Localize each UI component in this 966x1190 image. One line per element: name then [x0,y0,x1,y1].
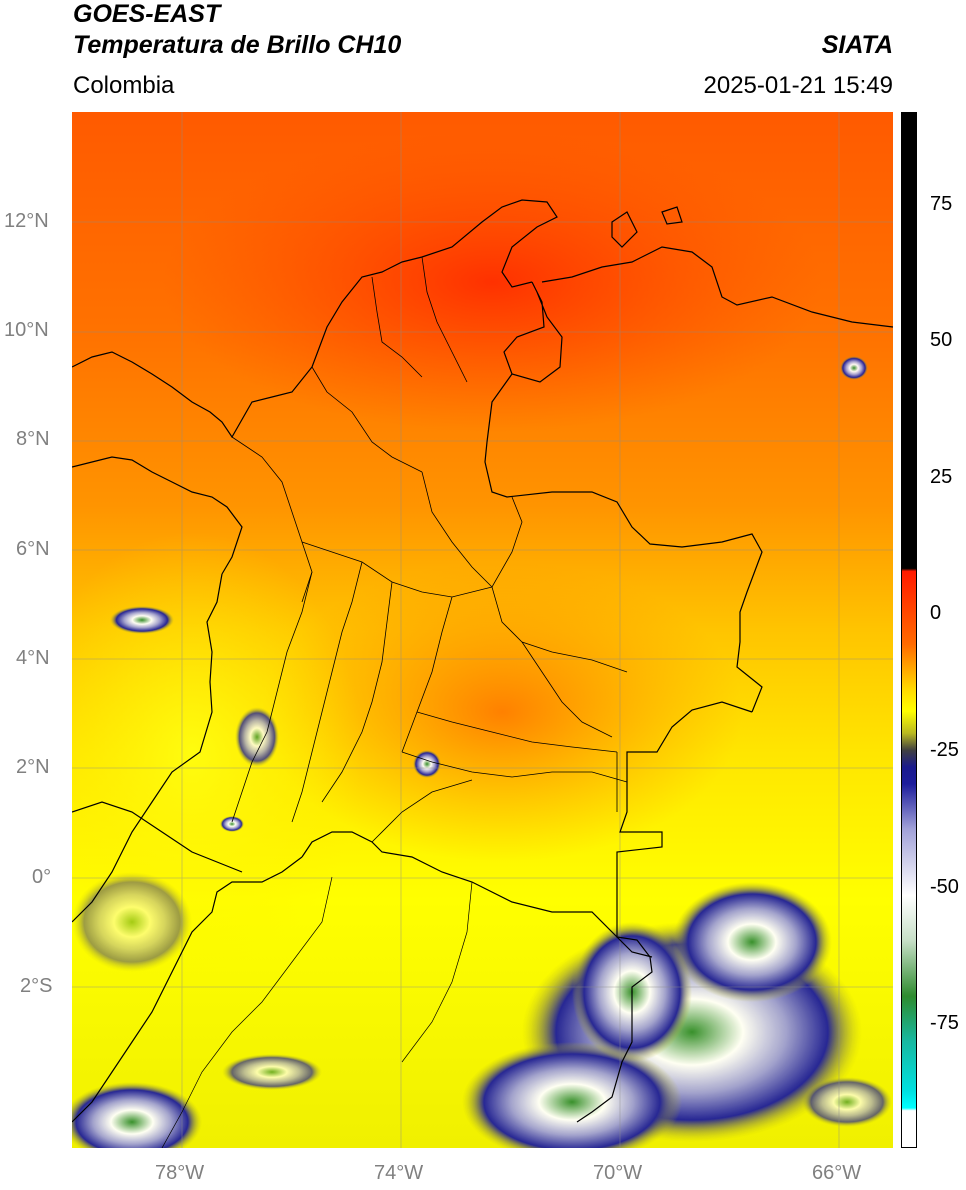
datetime-label: 2025-01-21 15:49 [703,72,894,99]
lat-label-10n: 10°N [4,319,49,341]
lon-label-66w: 66°W [812,1162,862,1184]
lat-label-6n: 6°N [16,538,50,560]
lat-label-2n: 2°N [16,756,50,778]
warm-region-llanos [262,562,742,862]
warm-region-caribbean [162,132,822,432]
lon-label-78w: 78°W [155,1162,205,1184]
lat-label-4n: 4°N [16,647,50,669]
temperature-colorbar [901,112,917,1148]
colorbar-tick-25: 25 [930,466,953,488]
colorbar-tick-50: 50 [930,329,953,351]
lat-label-0: 0° [32,866,52,888]
lon-label-74w: 74°W [374,1162,424,1184]
colorbar-tick-m75: -75 [930,1012,959,1034]
graticule [72,112,893,1148]
product-title: Temperatura de Brillo CH10 [73,31,402,59]
country-borders [72,199,893,1123]
lat-label-2s: 2°S [20,975,53,997]
lat-label-12n: 12°N [4,210,49,232]
lon-label-70w: 70°W [593,1162,643,1184]
colorbar-tick-75: 75 [930,193,953,215]
cold-cloud-tops [72,356,892,1148]
region-label: Colombia [73,72,175,99]
agency-label: SIATA [821,31,893,59]
provincial-borders [161,876,473,1148]
colorbar-tick-m25: -25 [930,739,959,761]
department-borders [231,256,628,843]
satellite-title: GOES-EAST [73,0,221,28]
cool-region-pacific [72,532,362,972]
lat-label-8n: 8°N [16,428,50,450]
colorbar-tick-0: 0 [930,602,942,624]
brightness-temperature-map [72,112,893,1148]
colorbar-tick-m50: -50 [930,876,959,898]
